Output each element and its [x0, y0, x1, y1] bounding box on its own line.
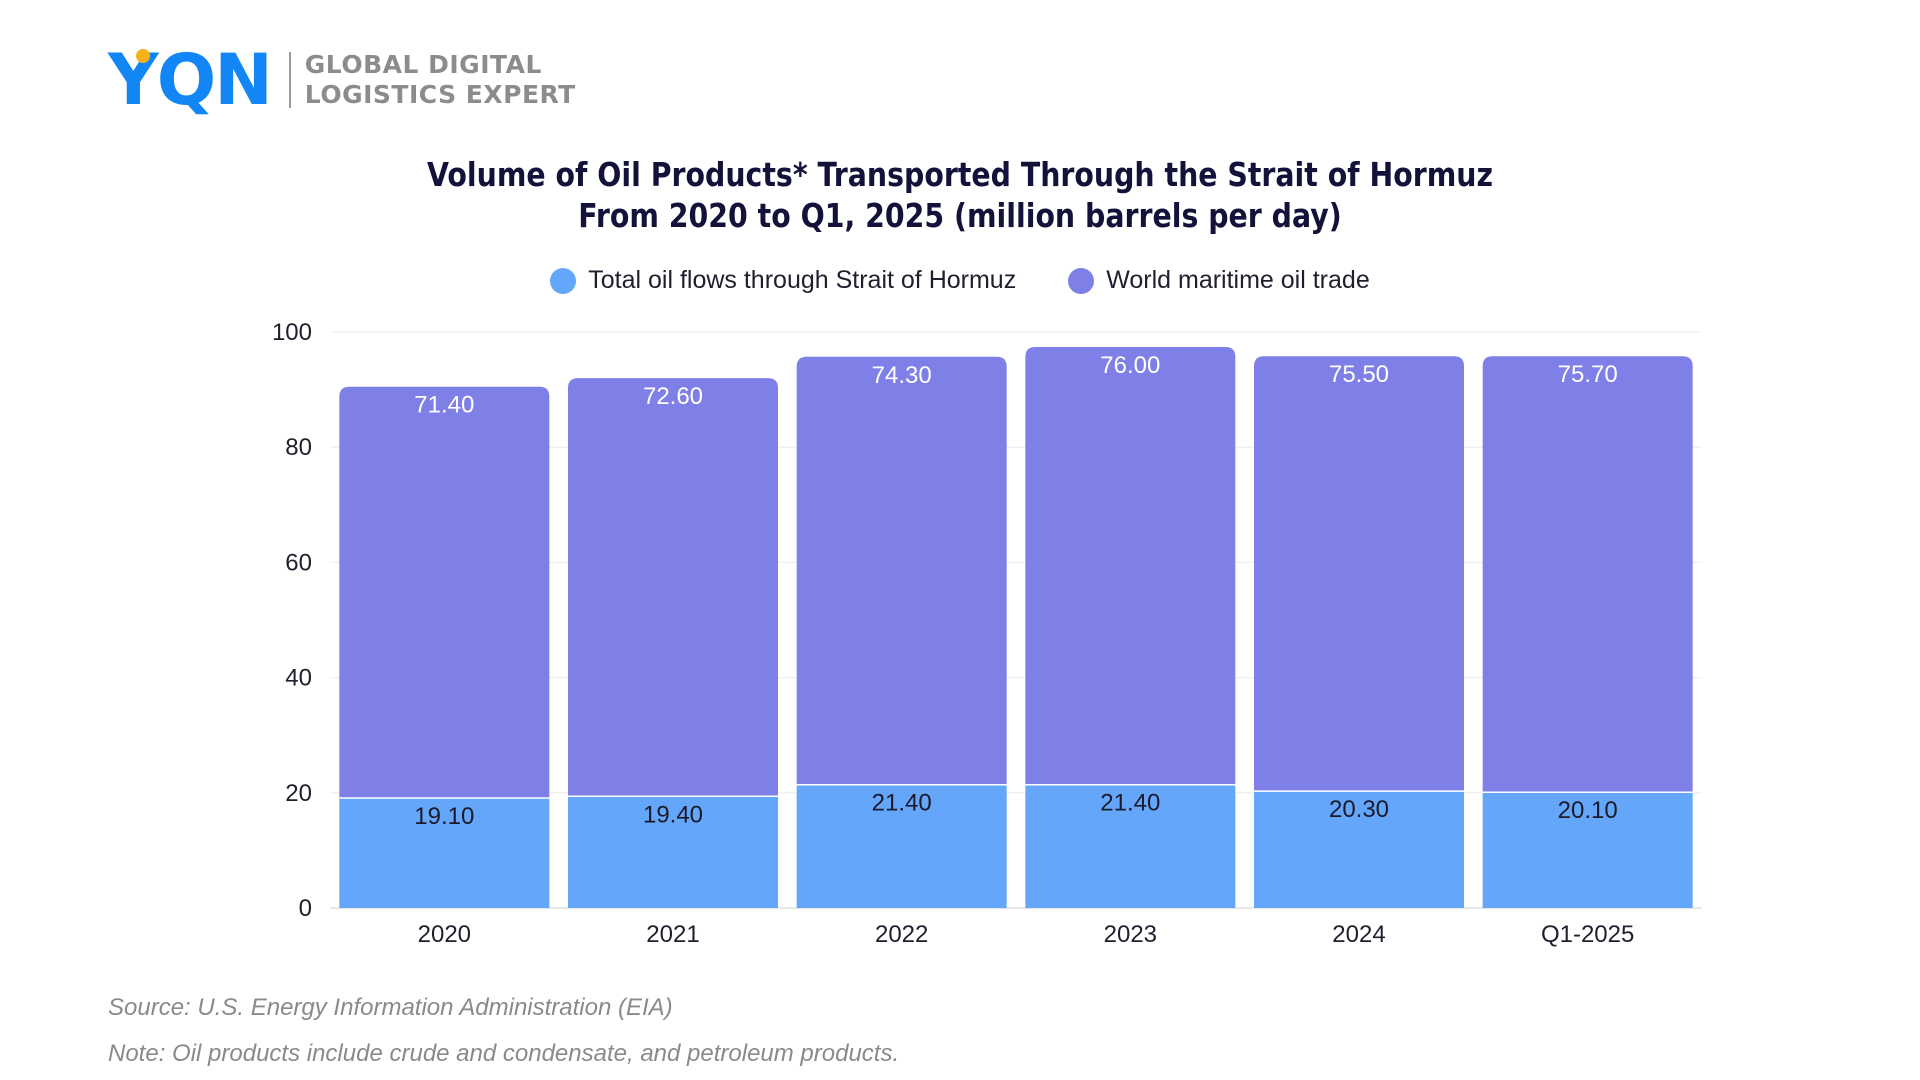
source-note: Source: U.S. Energy Information Administ… — [108, 994, 673, 1021]
bar-world-maritime — [1025, 346, 1236, 785]
y-tick-label: 40 — [285, 665, 312, 692]
bar-world-maritime — [796, 356, 1007, 785]
yqn-logo: YQN — [108, 45, 273, 115]
data-label-hormuz: 20.30 — [1329, 796, 1389, 823]
tagline-line-2: LOGISTICS EXPERT — [304, 80, 576, 109]
x-tick-label: 2022 — [875, 921, 928, 948]
bar-hormuz — [1482, 792, 1693, 908]
chart-title-line-1: Volume of Oil Products* Transported Thro… — [427, 155, 1493, 194]
y-tick-label: 20 — [285, 780, 312, 807]
brand-tagline: GLOBAL DIGITAL LOGISTICS EXPERT — [305, 50, 576, 110]
y-tick-label: 100 — [272, 319, 312, 346]
data-label-world: 71.40 — [414, 392, 474, 419]
data-label-world: 74.30 — [872, 362, 932, 389]
chart-title-line-2: From 2020 to Q1, 2025 (million barrels p… — [578, 196, 1342, 235]
bar-hormuz — [1254, 791, 1464, 908]
bar-world-maritime — [1482, 356, 1693, 793]
legend-label-world: World maritime oil trade — [1106, 266, 1370, 294]
y-tick-label: 60 — [285, 549, 312, 576]
logo-text: YQN — [108, 39, 273, 121]
data-label-hormuz: 21.40 — [872, 790, 932, 817]
x-tick-label: Q1-2025 — [1541, 921, 1634, 948]
bar-world-maritime — [568, 378, 778, 797]
x-tick-label: 2024 — [1332, 921, 1385, 948]
data-label-world: 75.70 — [1558, 361, 1618, 388]
data-label-hormuz: 20.10 — [1558, 797, 1618, 824]
bar-world-maritime — [1254, 356, 1464, 792]
data-label-hormuz: 19.40 — [643, 801, 703, 828]
bar-hormuz — [568, 796, 778, 908]
chart-legend: Total oil flows through Strait of Hormuz… — [0, 266, 1920, 295]
chart-title: Volume of Oil Products* Transported Thro… — [134, 154, 1785, 236]
x-tick-label: 2021 — [646, 921, 699, 948]
bar-hormuz — [796, 784, 1007, 908]
bar-world-maritime — [339, 386, 550, 798]
data-label-world: 75.50 — [1329, 361, 1389, 388]
legend-swatch-world — [1068, 267, 1095, 294]
legend-swatch-hormuz — [550, 267, 577, 294]
legend-item-hormuz: Total oil flows through Strait of Hormuz — [550, 266, 1016, 295]
data-label-hormuz: 21.40 — [1100, 790, 1160, 817]
data-label-world: 72.60 — [643, 383, 703, 410]
legend-item-world: World maritime oil trade — [1068, 266, 1370, 295]
brand-header: YQN GLOBAL DIGITAL LOGISTICS EXPERT — [108, 44, 576, 116]
bar-hormuz — [1025, 784, 1236, 908]
y-tick-label: 0 — [299, 895, 312, 922]
x-tick-label: 2020 — [418, 921, 471, 948]
x-tick-label: 2023 — [1104, 921, 1157, 948]
logo-dot-icon — [136, 49, 150, 63]
data-label-world: 76.00 — [1100, 352, 1160, 379]
legend-label-hormuz: Total oil flows through Strait of Hormuz — [588, 266, 1017, 294]
y-tick-label: 80 — [285, 434, 312, 461]
bar-hormuz — [339, 797, 550, 908]
logo-divider — [288, 52, 291, 108]
tagline-line-1: GLOBAL DIGITAL — [304, 50, 542, 79]
data-label-hormuz: 19.10 — [414, 803, 474, 830]
footnote: Note: Oil products include crude and con… — [108, 1040, 900, 1067]
